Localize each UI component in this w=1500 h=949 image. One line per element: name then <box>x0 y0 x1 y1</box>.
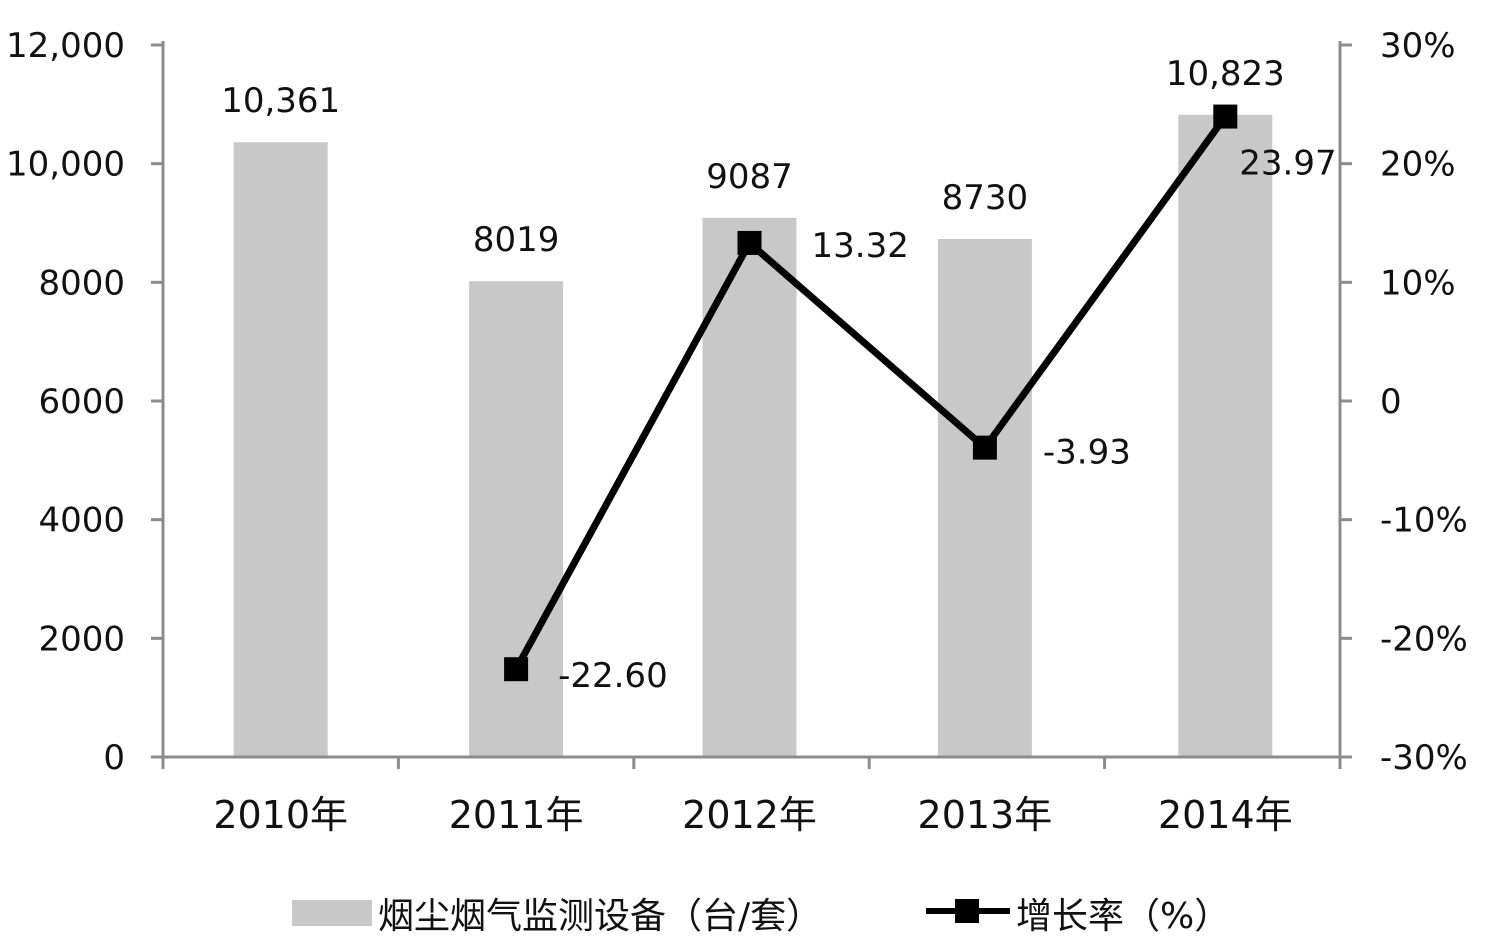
x-category-label-4: 2014年 <box>1158 793 1293 837</box>
x-category-label-1: 2011年 <box>449 793 584 837</box>
left-tick-label-5: 10,000 <box>6 145 125 185</box>
growth-marker-2 <box>737 230 762 255</box>
labels-layer: 10,361 8019 9087 8730 10,823 -22.60 13.32 -3.93… <box>221 54 1336 696</box>
left-tick-label-2: 4000 <box>38 501 125 541</box>
bar-value-label-0: 10,361 <box>221 81 340 121</box>
legend-swatch-marker <box>955 899 979 923</box>
legend-label-bar: 烟尘烟气监测设备（台/套） <box>378 896 822 937</box>
growth-marker-1 <box>504 657 529 682</box>
left-tick-label-4: 8000 <box>38 263 125 303</box>
legend-swatch-bar <box>292 900 372 926</box>
bar-value-label-3: 8730 <box>942 178 1029 218</box>
bar-value-label-1: 8019 <box>473 220 560 260</box>
legend-label-line: 增长率（%） <box>1016 896 1230 937</box>
bar-4 <box>1178 114 1273 758</box>
right-tick-label-6: 30% <box>1380 26 1456 66</box>
growth-value-label-4: 23.97 <box>1239 144 1336 184</box>
growth-value-label-2: 13.32 <box>812 226 909 266</box>
bar-2 <box>702 217 797 757</box>
left-tick-label-0: 0 <box>103 738 125 778</box>
growth-line <box>513 114 1229 671</box>
bar-1 <box>469 281 564 757</box>
legend: 烟尘烟气监测设备（台/套） 增长率（%） <box>292 896 1230 937</box>
growth-value-label-3: -3.93 <box>1043 433 1131 473</box>
x-category-label-0: 2010年 <box>213 793 348 837</box>
left-tick-label-6: 12,000 <box>6 26 125 66</box>
growth-line-layer <box>504 104 1238 682</box>
bar-value-label-4: 10,823 <box>1166 54 1285 94</box>
left-tick-label-3: 6000 <box>38 382 125 422</box>
x-category-label-3: 2013年 <box>918 793 1053 837</box>
right-tick-label-1: -20% <box>1380 619 1468 659</box>
left-tick-label-1: 2000 <box>38 619 125 659</box>
bars-layer <box>233 114 1273 758</box>
axes-layer: 0 2000 4000 6000 8000 10,000 12,000 -30% -20% -10… <box>6 26 1468 837</box>
bar-value-label-2: 9087 <box>706 157 793 197</box>
x-category-label-2: 2012年 <box>682 793 817 837</box>
growth-marker-3 <box>972 435 997 460</box>
right-tick-label-3: 0 <box>1380 382 1402 422</box>
right-tick-label-2: -10% <box>1380 501 1468 541</box>
bar-0 <box>233 142 328 758</box>
right-tick-label-5: 20% <box>1380 145 1456 185</box>
right-tick-label-0: -30% <box>1380 738 1468 778</box>
growth-value-label-1: -22.60 <box>558 656 668 696</box>
bar-3 <box>937 239 1032 757</box>
growth-marker-4 <box>1213 104 1238 129</box>
right-tick-label-4: 10% <box>1380 263 1456 303</box>
